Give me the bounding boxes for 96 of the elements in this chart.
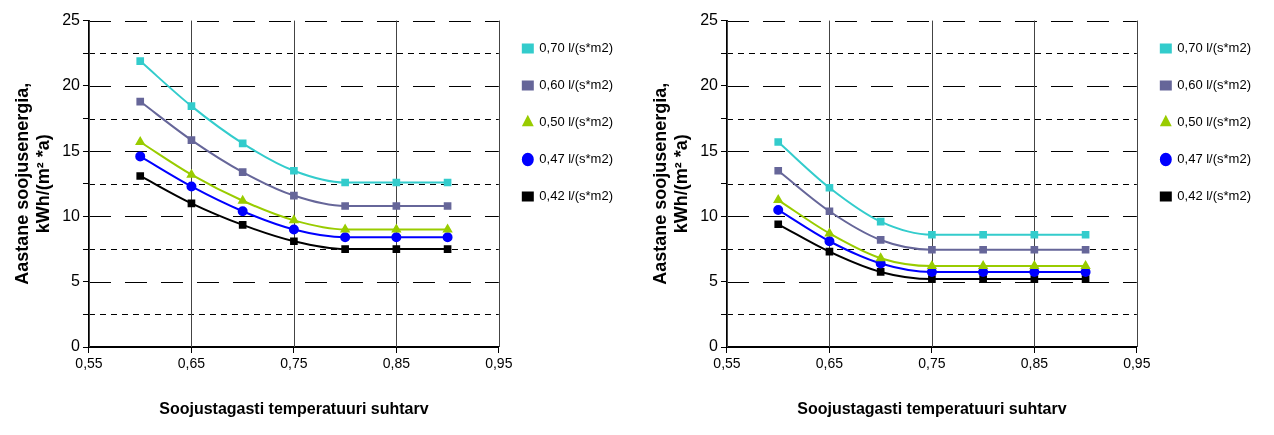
- point: [979, 275, 987, 283]
- point: [186, 181, 197, 192]
- point: [824, 236, 835, 247]
- point: [289, 215, 299, 224]
- point: [237, 206, 248, 217]
- point: [1081, 230, 1090, 239]
- point: [979, 245, 987, 254]
- point: [187, 102, 196, 110]
- y-tick-label: 0: [71, 337, 81, 355]
- point: [928, 230, 936, 239]
- point: [238, 168, 247, 176]
- point: [391, 232, 402, 243]
- point: [443, 202, 452, 210]
- x-tick-label: 0,65: [815, 355, 844, 372]
- legend-label: 0,42 l/(s*m2): [1177, 188, 1252, 204]
- point: [136, 57, 145, 65]
- point: [136, 97, 145, 106]
- x-axis-title: Soojustagasti temperatuuri suhtarv: [797, 399, 1067, 417]
- point: [442, 232, 453, 243]
- x-tick-label: 0,75: [918, 355, 946, 372]
- y-tick-label: 25: [62, 11, 81, 29]
- point: [1081, 245, 1090, 254]
- point: [391, 224, 401, 233]
- x-tick-label: 0,85: [1020, 355, 1049, 372]
- point: [774, 220, 783, 229]
- point: [1081, 261, 1091, 270]
- point: [979, 230, 987, 239]
- x-tick-label: 0,55: [713, 355, 741, 372]
- point: [978, 261, 988, 270]
- point: [773, 195, 783, 204]
- y-tick-label: 5: [709, 272, 719, 290]
- legend-label: 0,47 l/(s*m2): [1177, 151, 1252, 167]
- point: [341, 178, 349, 187]
- point: [186, 169, 196, 178]
- point: [290, 237, 298, 246]
- point: [392, 245, 401, 253]
- point: [290, 191, 298, 200]
- point: [392, 202, 401, 210]
- point: [187, 136, 196, 144]
- point: [928, 245, 936, 254]
- x-tick-label: 0,55: [75, 355, 103, 372]
- legend-label: 0,47 l/(s*m2): [539, 151, 614, 167]
- point: [1030, 245, 1039, 254]
- y-tick-label: 15: [700, 141, 719, 159]
- point: [135, 151, 146, 162]
- point: [825, 207, 834, 216]
- x-axis-title: Soojustagasti temperatuuri suhtarv: [159, 399, 429, 417]
- x-tick-label: 0,85: [382, 355, 411, 372]
- legend-label: 0,60 l/(s*m2): [1177, 77, 1252, 93]
- y-tick-label: 20: [62, 76, 81, 94]
- point: [443, 224, 453, 233]
- point: [341, 245, 349, 253]
- point: [774, 166, 783, 175]
- point: [773, 204, 784, 215]
- point: [824, 228, 834, 237]
- point: [238, 139, 247, 148]
- point: [876, 253, 886, 262]
- point: [774, 138, 783, 146]
- point: [290, 166, 298, 175]
- y-tick-label: 20: [700, 76, 719, 94]
- point: [1030, 230, 1039, 239]
- point: [288, 224, 299, 235]
- point: [876, 217, 885, 226]
- point: [825, 183, 834, 192]
- y-tick-label: 10: [62, 206, 81, 224]
- point: [341, 202, 349, 210]
- x-tick-label: 0,95: [485, 355, 513, 372]
- y-tick-label: 10: [700, 206, 719, 224]
- point: [238, 221, 247, 229]
- y-tick-label: 25: [700, 11, 719, 29]
- legend-label: 0,70 l/(s*m2): [539, 40, 614, 56]
- legend-label: 0,42 l/(s*m2): [539, 188, 614, 204]
- x-tick-label: 0,95: [1123, 355, 1151, 372]
- point: [340, 232, 351, 243]
- point: [927, 261, 937, 270]
- point: [340, 224, 350, 233]
- point: [136, 172, 145, 180]
- y-tick-label: 0: [709, 337, 719, 355]
- legend-label: 0,50 l/(s*m2): [539, 114, 614, 130]
- point: [876, 268, 885, 276]
- y-axis-title: Aastane soojusenergia, kWh/(m² *a): [649, 82, 692, 285]
- point: [238, 195, 248, 204]
- y-tick-label: 15: [62, 141, 81, 159]
- x-tick-label: 0,65: [177, 355, 206, 372]
- point: [928, 275, 936, 283]
- x-tick-label: 0,75: [280, 355, 308, 372]
- point: [1029, 261, 1039, 270]
- point: [443, 245, 452, 253]
- y-tick-label: 5: [71, 272, 81, 290]
- point: [825, 247, 834, 256]
- legend-label: 0,60 l/(s*m2): [539, 77, 614, 93]
- point: [135, 137, 145, 146]
- y-axis-title: Aastane soojusenergia, kWh/(m² *a): [11, 82, 54, 285]
- legend-label: 0,50 l/(s*m2): [1177, 114, 1252, 130]
- point: [876, 236, 885, 244]
- legend-label: 0,70 l/(s*m2): [1177, 40, 1252, 56]
